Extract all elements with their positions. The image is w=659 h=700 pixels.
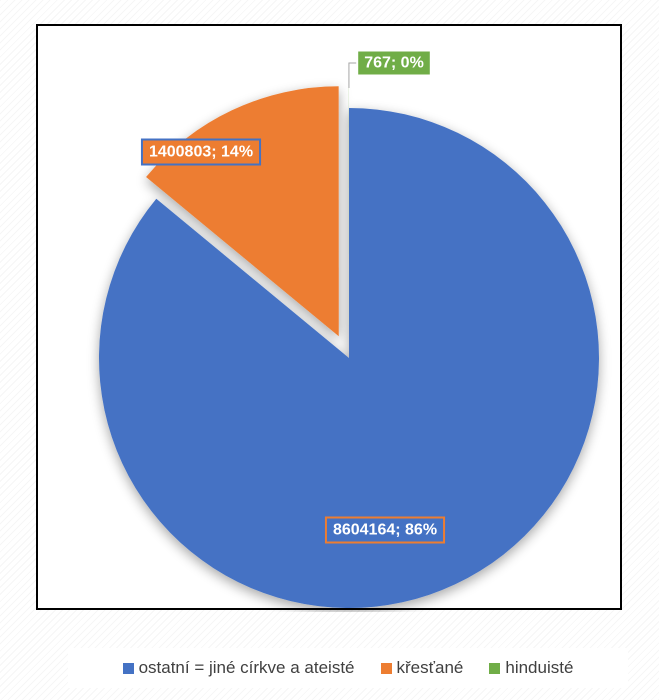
svg-text:8604164; 86%: 8604164; 86%: [333, 522, 437, 539]
data-label-ostatni: 8604164; 86%: [324, 516, 446, 544]
legend-swatch-krestane: [380, 662, 392, 674]
labels-layer: 8604164; 86% 1400803; 14% 767; 0%: [140, 49, 446, 544]
legend-swatch-ostatni: [122, 662, 134, 674]
svg-text:1400803; 14%: 1400803; 14%: [149, 144, 253, 161]
leader-line-hinduiste: [348, 62, 358, 89]
slice-ostatni[interactable]: [98, 108, 599, 609]
legend: ostatní = jiné církve a ateisté křesťané…: [68, 648, 628, 688]
legend-label-ostatni: ostatní = jiné církve a ateisté: [138, 658, 355, 677]
legend-label-krestane: křesťané: [396, 658, 464, 677]
legend-item-krestane[interactable]: křesťané: [380, 658, 464, 678]
legend-label-hinduiste: hinduisté: [505, 658, 574, 677]
legend-item-ostatni[interactable]: ostatní = jiné církve a ateisté: [122, 658, 355, 678]
data-label-hinduiste: 767; 0%: [356, 49, 432, 77]
data-label-krestane: 1400803; 14%: [140, 138, 262, 166]
legend-swatch-hinduiste: [489, 662, 501, 674]
pie-chart: 8604164; 86% 1400803; 14% 767; 0%: [98, 49, 599, 609]
svg-text:767; 0%: 767; 0%: [364, 55, 424, 72]
chart-frame: 8604164; 86% 1400803; 14% 767; 0%: [36, 24, 622, 610]
leaders-layer: [348, 62, 358, 89]
legend-item-hinduiste[interactable]: hinduisté: [489, 658, 573, 678]
